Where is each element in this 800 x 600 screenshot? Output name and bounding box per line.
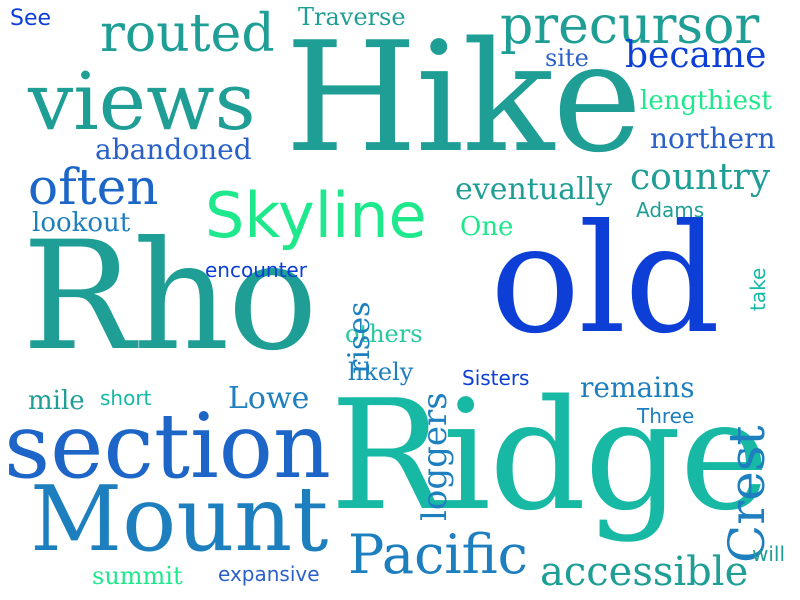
word-adams: Adams	[636, 198, 705, 222]
word-rho: Rho	[22, 210, 318, 384]
word-lowe: Lowe	[228, 381, 310, 416]
word-three: Three	[637, 404, 695, 428]
word-eventually: eventually	[455, 172, 613, 207]
word-others: others	[345, 320, 423, 348]
word-expansive: expansive	[218, 562, 320, 586]
word-remains: remains	[580, 371, 695, 404]
word-sisters: Sisters	[462, 366, 530, 390]
word-likely: likely	[348, 358, 414, 386]
word-take: take	[746, 267, 770, 311]
word-abandoned: abandoned	[95, 133, 252, 166]
word-often: often	[28, 158, 159, 216]
word-summit: summit	[92, 562, 183, 590]
word-traverse: Traverse	[298, 3, 406, 31]
word-will: will	[752, 542, 786, 566]
word-ridge: Ridge	[330, 367, 770, 544]
word-became: became	[625, 35, 767, 76]
word-hike: Hike	[285, 9, 642, 186]
word-lengthiest: lengthiest	[640, 86, 772, 116]
word-accessible: accessible	[540, 549, 749, 595]
word-pacific: Pacific	[348, 523, 528, 586]
word-section: section	[4, 394, 331, 499]
word-short: short	[100, 386, 152, 410]
word-mile: mile	[28, 386, 85, 416]
word-see: See	[10, 6, 52, 31]
word-loggers: loggers	[415, 392, 455, 521]
word-northern: northern	[650, 122, 776, 155]
word-precursor: precursor	[500, 0, 760, 56]
word-country: country	[630, 157, 771, 198]
word-one: One	[460, 212, 514, 242]
word-lookout: lookout	[32, 208, 131, 238]
word-rises: rises	[342, 301, 377, 374]
word-routed: routed	[100, 4, 275, 64]
word-old: old	[490, 193, 720, 367]
word-views: views	[28, 55, 256, 148]
word-mount: Mount	[30, 467, 329, 572]
word-skyline: Skyline	[205, 179, 427, 252]
word-site: site	[545, 44, 589, 72]
word-encounter: encounter	[205, 258, 307, 282]
